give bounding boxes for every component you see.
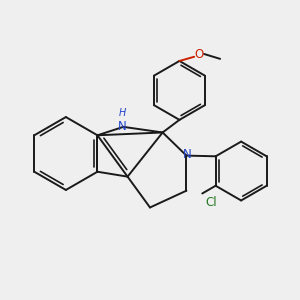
Text: H: H — [119, 109, 126, 118]
Text: N: N — [183, 148, 191, 161]
Text: Cl: Cl — [205, 196, 217, 208]
Text: N: N — [118, 120, 127, 133]
Text: O: O — [194, 48, 204, 61]
